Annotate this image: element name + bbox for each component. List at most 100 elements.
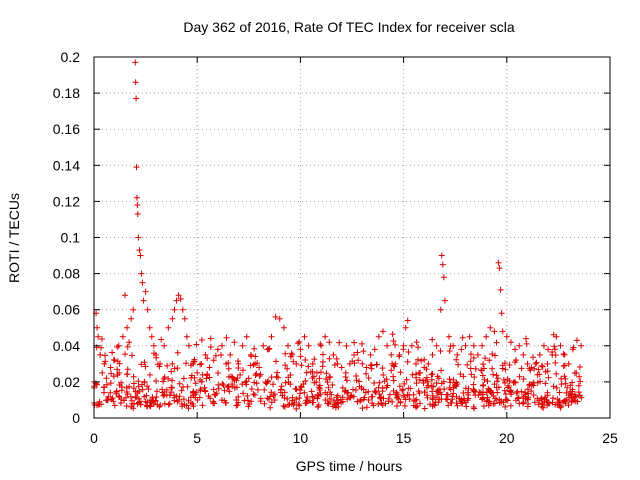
data-point xyxy=(260,342,267,349)
data-point xyxy=(179,403,186,410)
data-point xyxy=(133,194,140,201)
data-point xyxy=(505,382,512,389)
data-point xyxy=(323,370,330,377)
data-point xyxy=(297,346,304,353)
data-point xyxy=(201,384,208,391)
data-point xyxy=(404,391,411,398)
data-point xyxy=(138,361,145,368)
data-point xyxy=(130,380,137,387)
data-point xyxy=(562,400,569,407)
data-point xyxy=(169,360,176,367)
data-point xyxy=(523,340,530,347)
data-point xyxy=(296,402,303,409)
data-point xyxy=(429,395,436,402)
chart-title: Day 362 of 2016, Rate Of TEC Index for r… xyxy=(183,19,514,35)
data-point xyxy=(561,362,568,369)
data-point xyxy=(272,358,279,365)
data-point xyxy=(194,369,201,376)
data-point xyxy=(251,379,258,386)
data-point xyxy=(441,386,448,393)
data-point xyxy=(122,351,129,358)
data-point xyxy=(479,396,486,403)
data-point xyxy=(530,392,537,399)
data-point xyxy=(396,383,403,390)
data-point xyxy=(499,362,506,369)
data-point xyxy=(569,388,576,395)
data-point xyxy=(130,373,137,380)
data-point xyxy=(302,357,309,364)
data-point xyxy=(118,387,125,394)
data-point xyxy=(368,393,375,400)
data-point xyxy=(351,351,358,358)
data-point xyxy=(560,363,567,370)
data-point xyxy=(468,371,475,378)
data-point xyxy=(502,403,509,410)
data-point xyxy=(484,378,491,385)
data-point xyxy=(318,342,325,349)
data-point xyxy=(150,342,157,349)
data-point xyxy=(425,360,432,367)
data-point xyxy=(144,383,151,390)
data-point xyxy=(446,376,453,383)
data-point xyxy=(210,357,217,364)
data-point xyxy=(561,351,568,358)
data-point xyxy=(506,377,513,384)
data-point xyxy=(492,352,499,359)
x-tick-label: 25 xyxy=(602,430,618,446)
data-point xyxy=(153,394,160,401)
data-point xyxy=(456,395,463,402)
data-point xyxy=(371,388,378,395)
data-point xyxy=(270,392,277,399)
data-point xyxy=(480,403,487,410)
data-point xyxy=(355,357,362,364)
data-point xyxy=(153,377,160,384)
data-point xyxy=(279,392,286,399)
y-tick-label: 0.1 xyxy=(61,230,81,246)
data-point xyxy=(298,362,305,369)
data-point xyxy=(327,373,334,380)
data-point xyxy=(401,380,408,387)
data-point xyxy=(390,338,397,345)
data-point xyxy=(525,394,532,401)
data-point xyxy=(493,339,500,346)
data-point xyxy=(525,400,532,407)
data-point xyxy=(358,340,365,347)
data-point xyxy=(281,403,288,410)
data-point xyxy=(491,328,498,335)
data-point xyxy=(180,383,187,390)
data-point xyxy=(359,405,366,412)
data-point xyxy=(431,402,438,409)
data-point xyxy=(122,394,129,401)
data-point xyxy=(524,395,531,402)
data-point xyxy=(295,401,302,408)
data-point xyxy=(558,381,565,388)
data-point xyxy=(210,386,217,393)
data-point xyxy=(494,389,501,396)
data-point xyxy=(401,402,408,409)
data-point xyxy=(180,396,187,403)
data-point xyxy=(448,400,455,407)
data-point xyxy=(310,399,317,406)
data-point xyxy=(215,381,222,388)
data-point xyxy=(313,379,320,386)
data-point xyxy=(439,261,446,268)
data-point xyxy=(293,360,300,367)
data-point xyxy=(373,361,380,368)
data-point xyxy=(97,351,104,358)
data-point xyxy=(388,367,395,374)
data-point xyxy=(435,375,442,382)
data-point xyxy=(429,336,436,343)
data-point xyxy=(529,381,536,388)
data-point xyxy=(489,351,496,358)
data-point xyxy=(165,324,172,331)
data-point xyxy=(99,335,106,342)
data-point xyxy=(434,388,441,395)
data-point xyxy=(280,324,287,331)
data-point xyxy=(552,359,559,366)
data-point xyxy=(116,394,123,401)
data-point xyxy=(190,392,197,399)
data-point xyxy=(202,351,209,358)
data-point xyxy=(378,399,385,406)
data-point xyxy=(438,367,445,374)
data-point xyxy=(343,342,350,349)
